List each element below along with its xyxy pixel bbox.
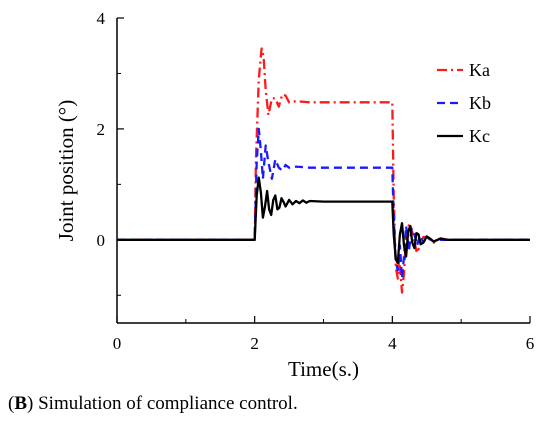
series-layer bbox=[117, 47, 530, 294]
y-axis-title: Joint position (°) bbox=[54, 100, 78, 241]
figure-caption: (B) Simulation of compliance control. bbox=[8, 393, 298, 415]
caption-panel-letter: B bbox=[14, 393, 28, 414]
caption-prefix: ( bbox=[8, 393, 15, 414]
legend-label-ka: Ka bbox=[469, 60, 490, 80]
legend: Ka Kb Kc bbox=[437, 60, 491, 146]
y-tick-label: 2 bbox=[97, 120, 106, 139]
x-tick-label: 6 bbox=[526, 334, 535, 353]
caption-text: ) Simulation of compliance control. bbox=[27, 393, 298, 414]
x-axis-title: Time(s.) bbox=[288, 357, 359, 381]
y-tick-label: 4 bbox=[97, 9, 106, 28]
x-tick-label: 4 bbox=[388, 334, 397, 353]
x-tick-label: 0 bbox=[113, 334, 122, 353]
line-chart: 0 2 4 6 0 2 4 Ka Kb Kc Time(s.) Joint position (… bbox=[54, 9, 535, 381]
series-line-kc bbox=[117, 176, 530, 265]
legend-label-kc: Kc bbox=[469, 126, 490, 146]
legend-label-kb: Kb bbox=[469, 93, 491, 113]
series-line-kb bbox=[117, 127, 530, 280]
x-tick-label: 2 bbox=[250, 334, 259, 353]
series-line-ka bbox=[117, 47, 530, 294]
y-tick-label: 0 bbox=[97, 231, 106, 250]
